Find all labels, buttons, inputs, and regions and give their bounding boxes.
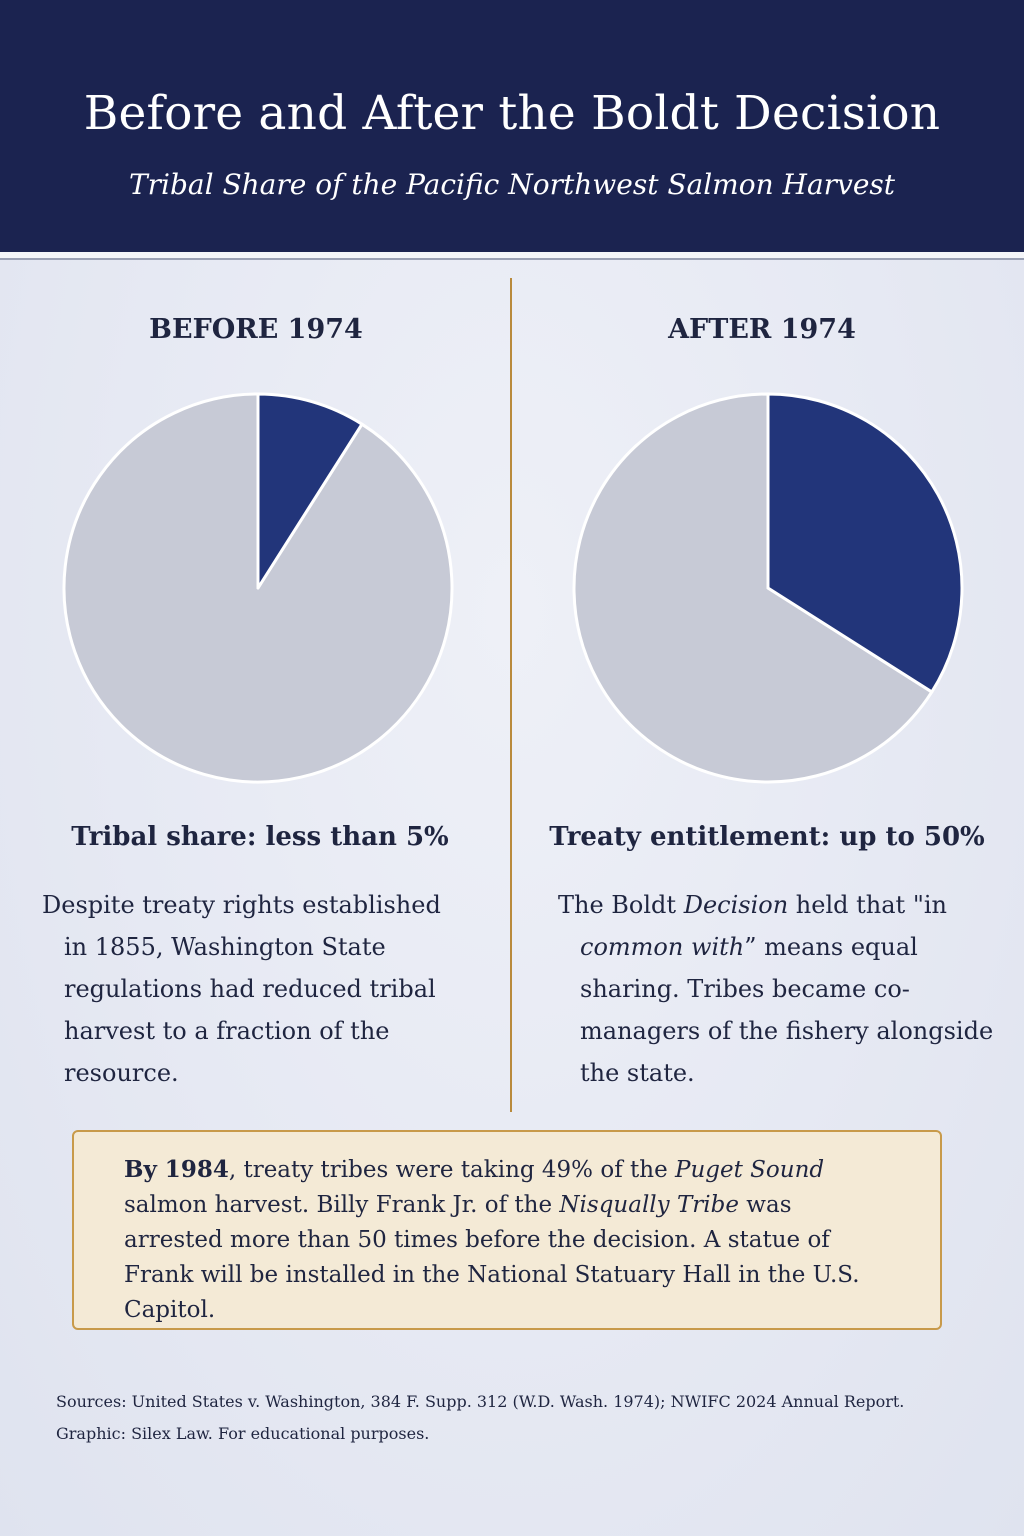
before-pie-slice-tribal xyxy=(256,392,364,590)
before-description-line1: Despite treaty rights established xyxy=(42,891,441,919)
after-pie-slice-tribal xyxy=(766,392,964,694)
after-text-a: The Boldt xyxy=(558,891,684,919)
after-heading: AFTER 1974 xyxy=(668,314,856,345)
after-pie-slice-other xyxy=(572,392,934,784)
after-text-decision: Decision xyxy=(683,891,789,919)
callout-puget-sound: Puget Sound xyxy=(675,1157,825,1183)
header-rule xyxy=(0,252,1024,260)
after-text-c: held that "in xyxy=(788,891,947,919)
header-banner: Before and After the Boldt Decision Trib… xyxy=(0,0,1024,252)
after-description-rest: common with” means equal sharing. Tribes… xyxy=(558,926,998,1094)
credit-line: Graphic: Silex Law. For educational purp… xyxy=(56,1424,430,1443)
callout-text-2: salmon harvest. Billy Frank Jr. of the xyxy=(124,1192,560,1218)
sources-line: Sources: United States v. Washington, 38… xyxy=(56,1392,905,1411)
after-description: The Boldt Decision held that "in common … xyxy=(558,884,998,1094)
callout-box: By 1984, treaty tribes were taking 49% o… xyxy=(72,1130,942,1330)
sources-footer: Sources: United States v. Washington, 38… xyxy=(56,1386,1006,1450)
after-description-line1: The Boldt Decision held that "in xyxy=(558,884,998,926)
after-share-label: Treaty entitlement: up to 50% xyxy=(549,822,985,852)
callout-text-1: , treaty tribes were taking 49% of the xyxy=(228,1157,675,1183)
page-subtitle: Tribal Share of the Pacific Northwest Sa… xyxy=(128,168,896,201)
before-pie-chart xyxy=(62,392,454,784)
callout-text-3: was arrested more than 50 times before t… xyxy=(124,1192,860,1323)
before-description: Despite treaty rights established in 185… xyxy=(42,884,482,1094)
callout-year: By 1984 xyxy=(124,1156,229,1183)
before-share-label: Tribal share: less than 5% xyxy=(71,822,449,852)
column-divider xyxy=(510,278,512,1112)
page-title: Before and After the Boldt Decision xyxy=(83,86,941,141)
before-heading: BEFORE 1974 xyxy=(149,314,363,345)
after-pie-chart xyxy=(572,392,964,784)
callout-nisqually-tribe: Nisqually Tribe xyxy=(559,1192,739,1218)
before-description-rest: in 1855, Washington State regulations ha… xyxy=(64,933,436,1087)
after-text-common-with: common with xyxy=(580,933,745,961)
after-text-e: ” means equal sharing. Tribes became co-… xyxy=(580,933,994,1087)
